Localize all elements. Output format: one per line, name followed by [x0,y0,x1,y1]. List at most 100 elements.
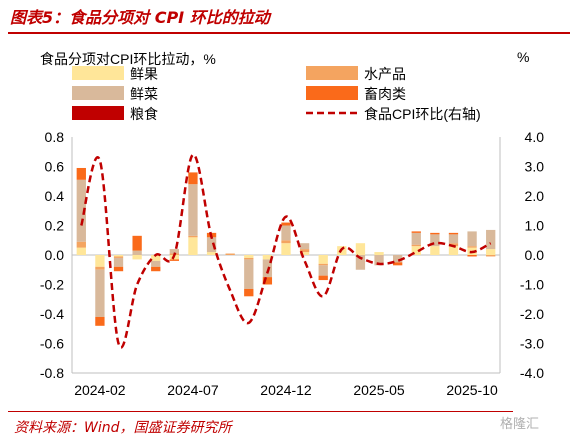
bar-segment [355,243,366,255]
y2-tick-label: 3.0 [525,159,545,175]
bar-segment [281,222,291,226]
legend-swatch [306,66,358,80]
y2-tick-label: 1.0 [525,218,545,234]
bar-segment [244,259,254,289]
legend-label: 食品CPI环比(右轴) [364,106,481,122]
bar-segment [113,256,124,258]
bar-segment [393,262,403,266]
bar-segment [132,235,142,251]
bar-segment [411,244,421,247]
y-tick-label: 0.6 [45,159,65,175]
x-tick-label: 2024-07 [167,382,219,398]
bar-segment [448,232,459,235]
bar-segment [262,255,273,260]
bar-segment [374,252,384,255]
bar-segment [95,316,105,326]
legend-label: 鲜果 [130,66,158,82]
bar-segment [76,241,86,248]
x-tick-label: 2025-05 [353,382,405,398]
bar-segment [467,255,477,257]
legend-label: 鲜菜 [130,86,158,102]
y2-tick-label: -2.0 [520,306,544,322]
bar-segment [281,240,291,244]
bar-segment [411,231,421,233]
figure-title: 图表5：食品分项对 CPI 环比的拉动 [10,8,270,27]
y-tick-label: 0.8 [45,129,65,145]
bar-segment [188,184,198,236]
bar-segment [113,266,124,272]
bar-segment [244,288,254,297]
bar-segment [467,246,477,248]
bar-segment [281,225,291,241]
watermark-logo: 格隆汇 [500,417,540,432]
bar-segment [430,246,440,255]
source-divider [8,411,513,412]
bar-segment [206,237,217,253]
source-note: 资料来源：Wind，国盛证券研究所 [14,420,232,436]
y-tick-label: -0.8 [40,365,64,381]
y2-tick-label: -1.0 [520,277,544,293]
bar-segment [430,234,440,247]
bar-segment [486,249,496,255]
bar-segment [76,167,86,180]
bar-segment [95,255,105,267]
bar-segment [448,243,459,247]
legend-swatch [306,86,358,100]
bar-segment [486,255,496,257]
bar-segment [374,255,384,266]
bar-segment [448,246,459,255]
line-series [80,153,492,349]
bar-segment [113,257,124,267]
bar-segment [262,277,273,285]
x-tick-label: 2025-10 [446,382,498,398]
bar-segment [467,231,477,247]
y2-tick-label: 0.0 [525,247,545,263]
legend-label: 畜肉类 [364,86,406,102]
bar-segment [188,172,198,185]
y2-tick-label: 2.0 [525,188,545,204]
bar-segment [132,250,142,255]
bar-segment [486,229,496,250]
legend-label: 水产品 [364,66,406,82]
bar-segment [318,265,328,276]
bar-segment [151,266,161,272]
bar-segment [95,269,105,317]
y-tick-label: 0.4 [45,188,65,204]
y2-tick-label: -4.0 [520,365,544,381]
bar-segment [318,275,328,281]
bar-segment [169,259,179,261]
bar-segment [95,266,105,270]
bars [76,167,496,326]
bar-segment [113,255,124,257]
legend-swatch [72,66,124,80]
bar-segment [188,237,198,255]
bar-segment [393,255,403,263]
cpi-line [80,153,492,349]
bar-segment [244,255,254,258]
bar-segment [76,179,86,242]
bar-segment [76,247,86,255]
y2-tick-label: -3.0 [520,336,544,352]
chart-title: 食品分项对CPI环比拉动，% [40,51,216,67]
legend-swatch [72,106,124,120]
bar-segment [299,243,310,250]
bar-segment [430,232,440,235]
bar-segment [355,255,366,270]
legend-swatch [72,86,124,100]
bar-segment [262,259,273,278]
y2-tick-label: 4.0 [525,129,545,145]
bar-segment [132,255,142,260]
bar-segment [244,257,254,260]
x-tick-label: 2024-02 [74,382,126,398]
bar-segment [151,255,161,261]
bar-segment [299,252,310,255]
y-tick-label: -0.4 [40,306,64,322]
bar-segment [448,234,459,244]
y-tick-label: -0.6 [40,336,64,352]
bar-segment [151,260,161,267]
y-tick-label: -0.2 [40,277,64,293]
y-tick-label: 0.2 [45,218,65,234]
legend-label: 粮食 [130,106,158,122]
